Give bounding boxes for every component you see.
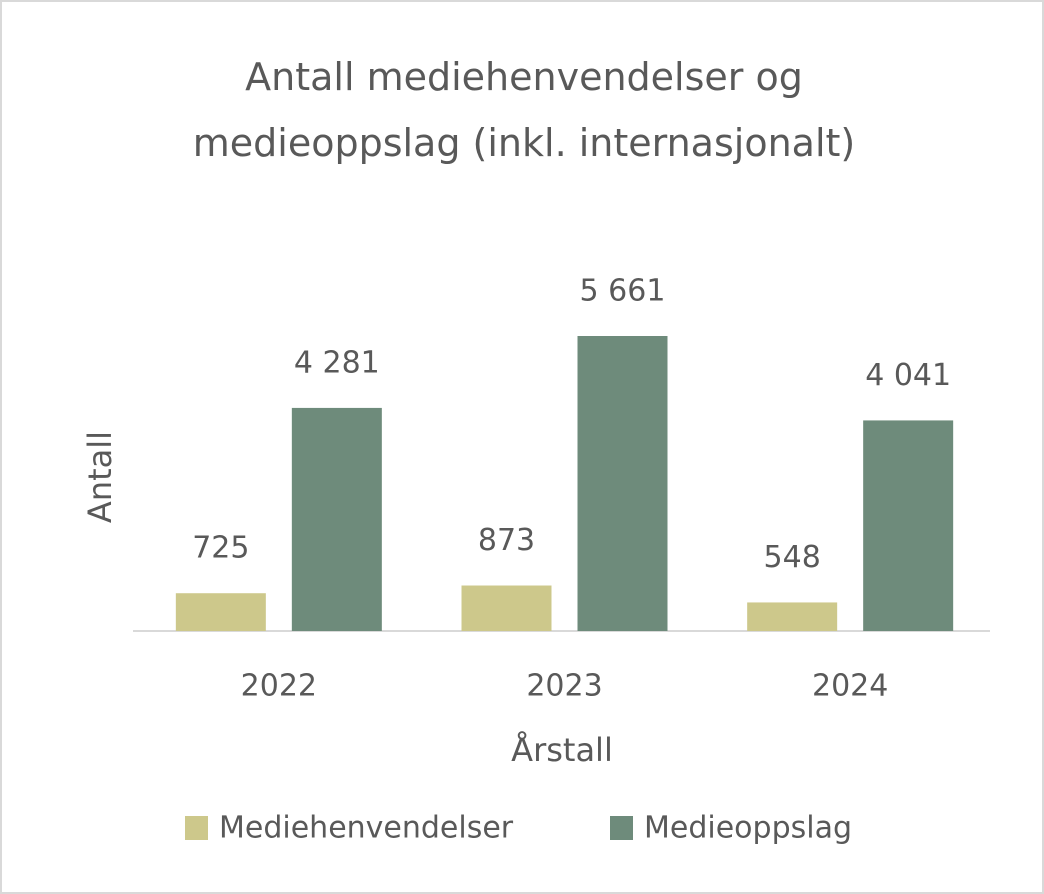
legend-label: Mediehenvendelser	[219, 811, 514, 846]
value-label: 4 041	[865, 358, 951, 393]
bar	[175, 593, 266, 631]
bar	[291, 407, 382, 631]
value-label: 548	[764, 540, 821, 575]
value-label: 873	[478, 523, 535, 558]
legend-swatch	[610, 816, 633, 840]
bar	[747, 602, 838, 631]
legend-label: Medieoppslag	[644, 811, 852, 846]
x-tick-label: 2022	[241, 669, 317, 704]
value-label: 5 661	[580, 274, 666, 309]
value-label: 725	[192, 531, 249, 566]
x-axis-label: Årstall	[511, 731, 613, 769]
x-tick-label: 2023	[526, 669, 602, 704]
bar	[863, 420, 954, 631]
bar	[577, 336, 668, 631]
chart-title: Antall mediehenvendelser og medieoppslag…	[192, 55, 856, 165]
x-tick-label: 2024	[812, 669, 888, 704]
value-label: 4 281	[294, 345, 380, 380]
y-axis-label: Antall	[81, 431, 119, 523]
bar	[461, 585, 552, 631]
legend-swatch	[185, 816, 208, 840]
